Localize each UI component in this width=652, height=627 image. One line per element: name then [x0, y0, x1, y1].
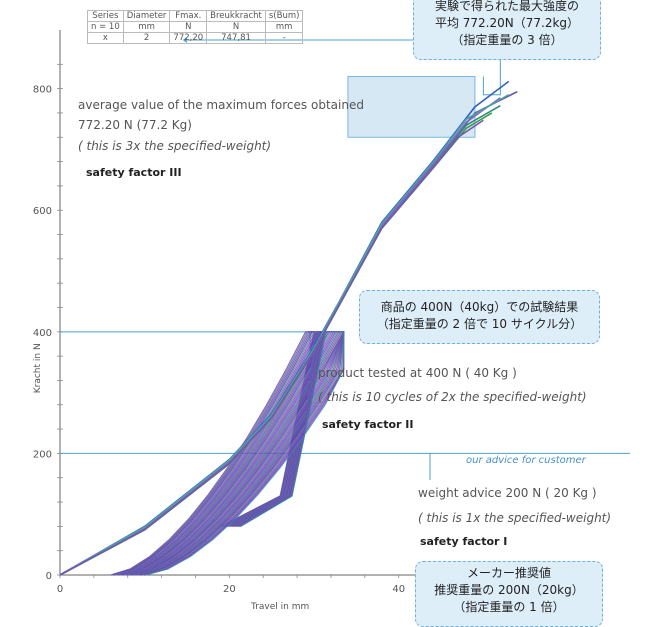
sf3-band	[347, 75, 476, 138]
spec-cell: mm	[122, 21, 171, 33]
y-tick-label: 600	[33, 206, 52, 217]
series-line	[59, 94, 510, 576]
y-tick-label: 0	[46, 571, 52, 582]
callout-top: 実験で得られた最大強度の 平均 772.20N（77.2kg） （指定重量の 3…	[413, 0, 601, 60]
sf2-label: safety factor II	[322, 418, 414, 431]
callout-middle: 商品の 400N（40kg）での試験結果 （指定重量の 2 倍で 10 サイクル…	[359, 290, 600, 344]
spec-cell: -	[264, 32, 304, 44]
spec-cell: x	[87, 32, 124, 44]
sf3-line2: 772.20 N (77.2 Kg)	[78, 118, 192, 132]
y-axis-label: Kracht in N	[33, 343, 43, 393]
sf2-line1: product tested at 400 N ( 40 Kg )	[318, 366, 517, 380]
tick-labels: 0 200 400 600 800 0 20 40 Travel in mm Kracht in …	[33, 85, 405, 612]
sf3-label: safety factor III	[86, 166, 182, 179]
callout-bottom-line: （指定重量の 1 倍）	[453, 600, 565, 614]
sf3-leader	[187, 39, 501, 96]
spec-cell: mm	[264, 21, 304, 33]
callout-top-line: 実験で得られた最大強度の	[434, 0, 579, 13]
series-group	[59, 80, 518, 576]
sf1-label: safety factor I	[420, 535, 508, 548]
y-tick-label: 200	[33, 449, 52, 460]
sf1-line1: weight advice 200 N ( 20 Kg )	[418, 486, 597, 500]
x-axis-label: Travel in mm	[250, 602, 309, 612]
sf3-line3: ( this is 3x the specified-weight)	[78, 139, 272, 153]
y-tick-label: 400	[33, 328, 52, 339]
spec-cell: N	[169, 21, 208, 33]
callout-middle-line: （指定重量の 2 倍で 10 サイクル分）	[376, 317, 583, 331]
x-tick-label: 40	[392, 584, 405, 595]
sf1-line2: ( this is 1x the specified-weight)	[418, 511, 612, 525]
spec-cell: s(Bum)	[264, 10, 304, 22]
spec-cell: N	[206, 21, 266, 33]
reference-lines	[60, 37, 630, 480]
spec-cell: 747,81	[206, 32, 266, 44]
spec-cell: Series	[87, 10, 124, 22]
cycle-curve	[145, 331, 345, 576]
spec-cell: Breukkracht	[206, 10, 266, 22]
x-tick-label: 20	[223, 584, 236, 595]
series-line	[59, 119, 484, 576]
sf3-line1: average value of the maximum forces obta…	[78, 98, 364, 112]
advice-label: our advice for customer	[466, 455, 586, 466]
y-tick-label: 800	[33, 85, 52, 96]
spec-cell: Fmax.	[169, 10, 208, 22]
sf2-line2: ( this is 10 cycles of 2x the specified-…	[318, 390, 587, 404]
spec-table: Series Diameter Fmax. Breukkracht s(Bum) n =…	[87, 10, 304, 44]
spec-cell: Diameter	[122, 10, 171, 22]
callout-middle-line: 商品の 400N（40kg）での試験結果	[380, 300, 579, 314]
spec-cell: n = 10	[87, 21, 124, 33]
spec-cell: 2	[122, 32, 171, 44]
x-tick-label: 0	[57, 584, 63, 595]
callout-bottom-line: メーカー推奨値	[466, 566, 551, 580]
callout-top-line: （指定重量の 3 倍）	[451, 33, 563, 47]
callout-top-line: 平均 772.20N（77.2kg）	[434, 16, 580, 30]
callout-bottom-line: 推奨重量の 200N（20kg）	[434, 583, 584, 597]
spec-cell: 772,20	[169, 32, 208, 44]
callout-bottom: メーカー推奨値 推奨重量の 200N（20kg） （指定重量の 1 倍）	[415, 561, 603, 627]
